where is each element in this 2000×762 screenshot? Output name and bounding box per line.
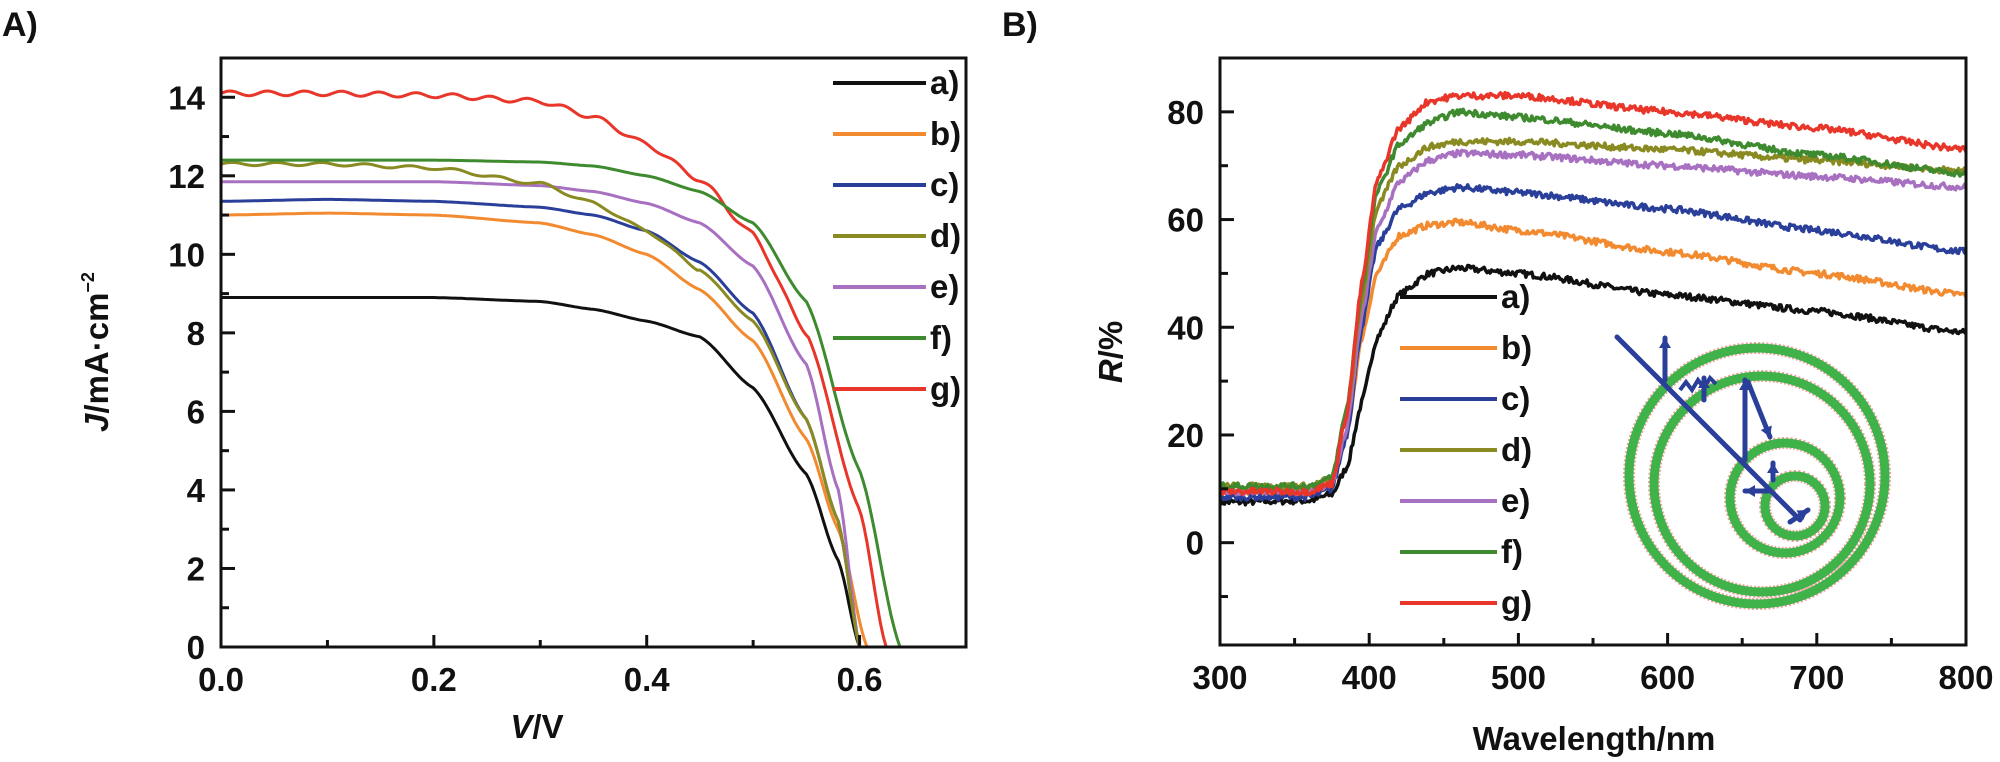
- panel-b-reflectance-chart: B) 300 400 500 600 700 800 0 20 40 60 80 R/% Wavel…: [1002, 6, 1994, 757]
- panel-a-axes: 0.0 0.2 0.4 0.6 0 2 4 6 8 10 12 14: [168, 79, 882, 698]
- legend-label: b): [1501, 329, 1532, 366]
- legend-label: d): [930, 217, 961, 254]
- y-tick-label: 10: [168, 236, 205, 273]
- y-tick-label: 12: [168, 158, 205, 195]
- legend-label: f): [930, 319, 952, 356]
- legend-label: c): [930, 166, 959, 203]
- panel-a-frame: [219, 56, 968, 649]
- x-tick-label: 0.4: [624, 661, 671, 698]
- series-line-a: [221, 296, 862, 647]
- y-tick-label: 80: [1167, 94, 1204, 131]
- panel-a-y-axis-title: J/mA·cm−2: [78, 272, 115, 432]
- legend-label: a): [1501, 278, 1530, 315]
- series-line-a: [1220, 263, 1966, 507]
- x-tick-label: 0.0: [198, 661, 244, 698]
- legend-label: f): [1501, 533, 1523, 570]
- x-tick-label: 300: [1192, 659, 1247, 696]
- arrow-head-icon: [1760, 425, 1772, 437]
- panel-a-legend: a) b) c) d) e) f) g): [833, 64, 961, 407]
- spiral-light-trapping-inset: [1614, 334, 1891, 610]
- legend-label: g): [1501, 584, 1532, 621]
- arrow-head-icon: [1659, 338, 1671, 348]
- series-line-b: [1220, 217, 1966, 497]
- y-tick-label: 2: [187, 550, 205, 587]
- series-line-f: [221, 158, 902, 647]
- legend-label: e): [1501, 482, 1530, 519]
- series-line-g: [221, 89, 888, 647]
- panel-b-legend: a) b) c) d) e) f) g): [1400, 278, 1532, 621]
- panel-a-jv-chart: A) 0.0 0.2 0.4 0.6 0 2 4 6 8 10 12 14 J/mA·cm−2 V/V…: [2, 6, 968, 745]
- spiral-ring: [1760, 471, 1830, 541]
- y-tick-label: 0: [1186, 525, 1204, 562]
- panel-a-plot-area: [221, 89, 902, 647]
- series-line-f: [1220, 107, 1966, 492]
- panel-b-x-axis-title: Wavelength/nm: [1473, 720, 1716, 757]
- arrow-head-icon: [1796, 510, 1808, 521]
- x-tick-label: 600: [1640, 659, 1695, 696]
- series-line-c: [221, 197, 862, 647]
- spiral-ring: [1624, 343, 1890, 609]
- y-axis-symbol: J: [78, 413, 115, 432]
- spiral-ring: [1649, 371, 1875, 597]
- series-line-e: [221, 180, 862, 647]
- y-axis-exponent: −2: [78, 272, 98, 293]
- series-line-b: [221, 211, 869, 647]
- y-tick-label: 60: [1167, 202, 1204, 239]
- x-axis-symbol: V: [510, 708, 535, 745]
- x-axis-unit: /V: [532, 708, 563, 745]
- y-tick-label: 20: [1167, 417, 1204, 454]
- panel-a-x-axis-title: V/V: [510, 708, 563, 745]
- x-tick-label: 400: [1342, 659, 1397, 696]
- y-axis-symbol: R: [1092, 359, 1129, 383]
- panel-a-label: A): [2, 6, 38, 44]
- y-tick-label: 40: [1167, 309, 1204, 346]
- panel-b-label: B): [1002, 6, 1038, 44]
- spiral-ring: [1725, 438, 1845, 558]
- x-tick-label: 800: [1938, 659, 1993, 696]
- legend-label: e): [930, 268, 959, 305]
- panel-b-plot-area: [1220, 90, 1966, 507]
- y-tick-label: 0: [187, 629, 205, 666]
- y-tick-label: 14: [168, 79, 205, 116]
- x-tick-label: 0.2: [411, 661, 457, 698]
- arrow-head-icon: [1745, 485, 1755, 497]
- panel-b-y-axis-title: R/%: [1092, 321, 1129, 383]
- y-tick-label: 4: [187, 472, 206, 509]
- x-tick-label: 0.6: [837, 661, 883, 698]
- legend-label: d): [1501, 431, 1532, 468]
- panel-b-axes: 300 400 500 600 700 800 0 20 40 60 80: [1167, 94, 1993, 696]
- legend-label: g): [930, 370, 961, 407]
- legend-label: a): [930, 64, 959, 101]
- series-line-g: [1220, 90, 1966, 497]
- x-tick-label: 500: [1491, 659, 1546, 696]
- multiple-reflection-zigzag: [1678, 374, 1718, 394]
- series-line-c: [1220, 183, 1966, 502]
- y-axis-unit: /mA·cm: [78, 293, 115, 414]
- legend-label: c): [1501, 380, 1530, 417]
- series-line-d: [221, 160, 862, 647]
- y-tick-label: 8: [187, 315, 205, 352]
- x-tick-label: 700: [1789, 659, 1844, 696]
- arrow-head-icon: [1767, 463, 1779, 473]
- legend-label: b): [930, 115, 961, 152]
- y-tick-label: 6: [187, 393, 205, 430]
- series-line-e: [1220, 148, 1966, 497]
- y-axis-unit: /%: [1092, 321, 1129, 360]
